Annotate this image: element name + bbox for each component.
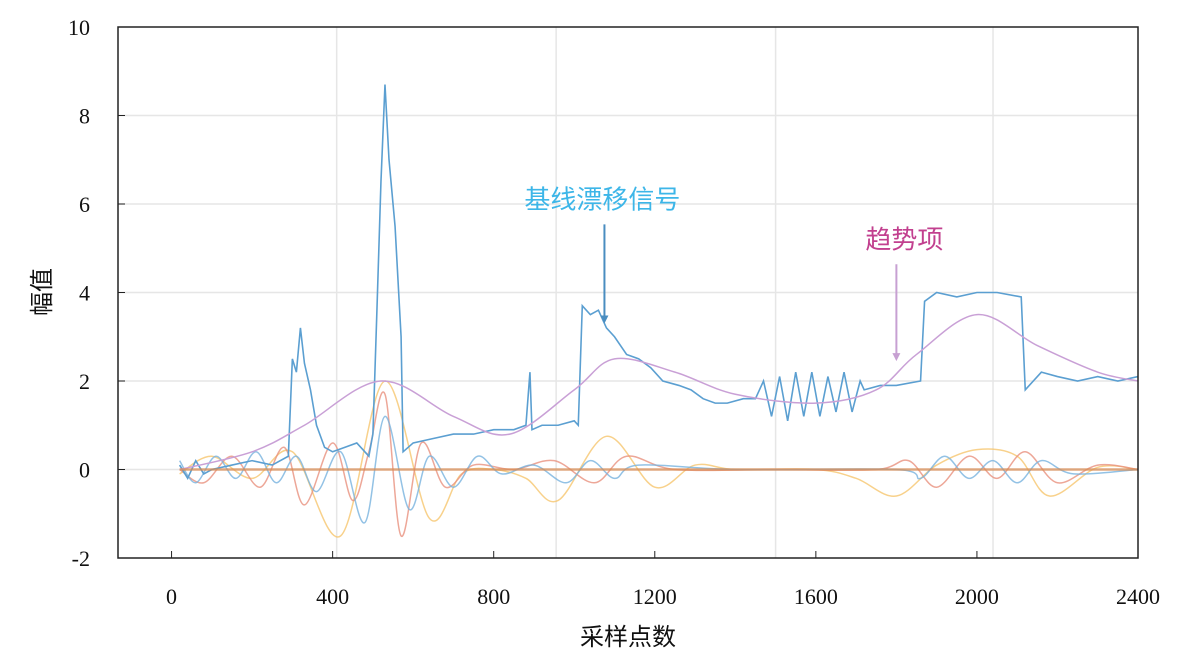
x-tick-label: 1600 bbox=[794, 584, 838, 609]
annotation-label: 基线漂移信号 bbox=[524, 185, 680, 214]
series-lines bbox=[178, 84, 1139, 538]
x-tick-label: 1200 bbox=[633, 584, 677, 609]
series-baseline-drift bbox=[178, 84, 1139, 481]
series-imf-1 bbox=[179, 380, 1139, 538]
arrow-head-icon bbox=[600, 315, 609, 324]
ticks: -2 0 2 4 6 8 10 0 400 800 1200 1600 2000 2400 bbox=[68, 15, 1160, 609]
x-tick-label: 400 bbox=[316, 584, 349, 609]
y-tick-label: 10 bbox=[68, 15, 90, 40]
arrow-head-icon bbox=[892, 353, 901, 362]
series-trend bbox=[179, 313, 1139, 471]
x-tick-label: 2400 bbox=[1116, 584, 1160, 609]
y-axis-label: 幅值 bbox=[29, 268, 56, 316]
series-imf-3 bbox=[178, 415, 1139, 524]
x-tick-label: 2000 bbox=[955, 584, 999, 609]
annotation-label: 趋势项 bbox=[865, 225, 943, 254]
y-tick-label: 6 bbox=[79, 192, 90, 217]
x-tick-label: 0 bbox=[166, 584, 177, 609]
x-tick-label: 800 bbox=[477, 584, 510, 609]
series-imf-2 bbox=[179, 391, 1139, 537]
y-tick-label: -2 bbox=[72, 546, 90, 571]
y-tick-label: 2 bbox=[79, 369, 90, 394]
x-axis-label: 采样点数 bbox=[580, 624, 676, 651]
y-tick-label: 0 bbox=[79, 458, 90, 483]
y-tick-label: 4 bbox=[79, 281, 90, 306]
y-tick-label: 8 bbox=[79, 104, 90, 129]
